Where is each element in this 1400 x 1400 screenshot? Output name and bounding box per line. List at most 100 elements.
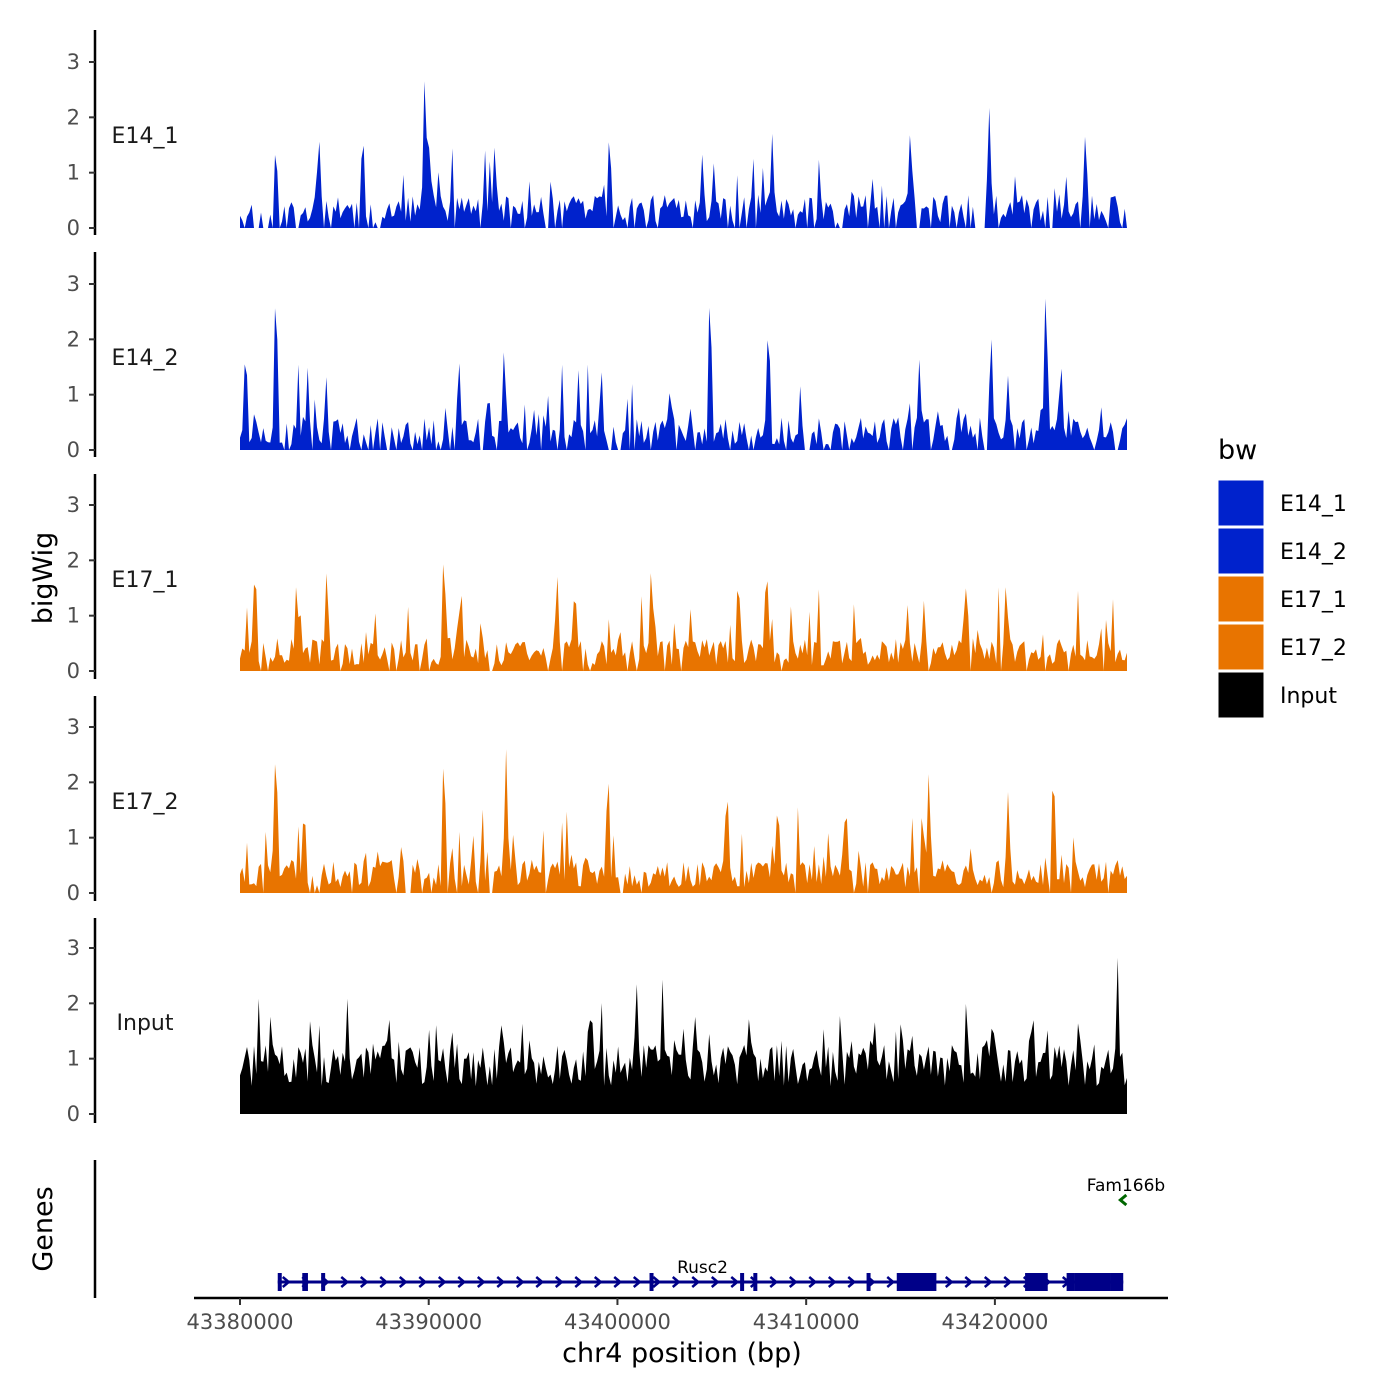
y-tick-label: 3 [67, 936, 80, 960]
strand-arrow [379, 1276, 389, 1288]
strand-arrow [535, 1276, 545, 1288]
y-tick-label: 1 [67, 1047, 80, 1071]
y-tick-label: 3 [67, 272, 80, 296]
legend-swatch-Input [1217, 671, 1265, 719]
strand-arrow [983, 1276, 993, 1288]
strand-arrow [691, 1276, 701, 1288]
x-tick-label: 43380000 [187, 1310, 294, 1334]
x-axis: 43380000 43390000 43400000 43410000 43420000 [187, 1296, 1168, 1334]
strand-arrow [554, 1276, 564, 1288]
genes-track: Genes Rusc2 Fam166b [28, 1160, 1165, 1298]
exon [896, 1273, 937, 1291]
facet-panels: 0 1 2 3 E14_1 0 1 2 3 E14_2 0 1 2 3 E17_1 0 1 2 3 E17_2 0 1 2 3… [67, 30, 1127, 1126]
series-area-E17_2 [240, 749, 1127, 893]
strand-arrow [359, 1276, 369, 1288]
x-tick-label: 43400000 [564, 1310, 671, 1334]
strand-arrow [613, 1276, 623, 1288]
y-tick-label: 2 [67, 105, 80, 129]
legend: bw E14_1 E14_2 E17_1 E17_2 Input [1217, 435, 1347, 719]
strand-arrow [457, 1276, 467, 1288]
gene-Fam166b: Fam166b [1087, 1176, 1165, 1207]
exon [866, 1273, 871, 1291]
strand-arrow [808, 1276, 818, 1288]
x-axis-title: chr4 position (bp) [562, 1338, 802, 1369]
y-tick-label: 3 [67, 715, 80, 739]
legend-label-Input: Input [1280, 684, 1337, 709]
legend-swatch-E17_2 [1217, 623, 1265, 671]
legend-label-E14_1: E14_1 [1280, 492, 1347, 517]
strand-arrow [340, 1276, 350, 1288]
y-tick-label: 1 [67, 383, 80, 407]
strand-arrow [398, 1276, 408, 1288]
strand-arrow [593, 1276, 603, 1288]
genes-track-label: Genes [28, 1186, 59, 1271]
strand-arrow [437, 1276, 447, 1288]
x-tick-label: 43420000 [941, 1310, 1048, 1334]
series-area-E14_2 [240, 298, 1127, 450]
y-tick-label: 0 [67, 1102, 80, 1126]
strand-arrow [886, 1276, 896, 1288]
strand-arrow [496, 1276, 506, 1288]
y-tick-label: 0 [67, 881, 80, 905]
facet-label: E17_1 [112, 568, 179, 593]
y-tick-label: 1 [67, 604, 80, 628]
series-area-E17_1 [240, 564, 1127, 671]
strand-arrow [1117, 1193, 1128, 1207]
gene-Rusc2: Rusc2 [277, 1258, 1124, 1291]
y-tick-label: 0 [67, 438, 80, 462]
y-tick-label: 2 [67, 548, 80, 572]
exon [1025, 1273, 1048, 1291]
exon [321, 1273, 326, 1291]
strand-arrow [827, 1276, 837, 1288]
facet-E14_2: 0 1 2 3 E14_2 [67, 252, 1127, 462]
strand-arrow [710, 1276, 720, 1288]
facet-E17_1: 0 1 2 3 E17_1 [67, 474, 1127, 683]
strand-arrow [574, 1276, 584, 1288]
x-tick-label: 43410000 [753, 1310, 860, 1334]
y-tick-label: 1 [67, 161, 80, 185]
legend-label-E17_1: E17_1 [1280, 588, 1347, 613]
strand-arrow [652, 1276, 662, 1288]
strand-arrow [788, 1276, 798, 1288]
y-tick-label: 3 [67, 493, 80, 517]
facet-E14_1: 0 1 2 3 E14_1 [67, 30, 1127, 240]
strand-arrow [515, 1276, 525, 1288]
legend-label-E14_2: E14_2 [1280, 540, 1347, 565]
exon [1070, 1273, 1075, 1291]
facet-Input: 0 1 2 3 Input [67, 918, 1127, 1126]
strand-arrow [281, 1276, 291, 1288]
gene-name: Fam166b [1087, 1176, 1165, 1196]
y-tick-label: 2 [67, 770, 80, 794]
x-tick-label: 43390000 [375, 1310, 482, 1334]
y-axis-title: bigWig [28, 532, 59, 625]
strand-arrow [730, 1276, 740, 1288]
facet-label: E14_2 [112, 346, 179, 371]
y-tick-label: 0 [67, 216, 80, 240]
series-area-Input [240, 957, 1127, 1114]
exon [649, 1273, 654, 1291]
exon [740, 1273, 745, 1291]
legend-title: bw [1218, 435, 1257, 466]
facet-label: E14_1 [112, 124, 179, 149]
strand-arrow [847, 1276, 857, 1288]
y-tick-label: 2 [67, 327, 80, 351]
legend-swatch-E14_1 [1217, 479, 1265, 527]
exon [753, 1273, 758, 1291]
strand-arrow [632, 1276, 642, 1288]
strand-arrow [1003, 1276, 1013, 1288]
y-tick-label: 0 [67, 659, 80, 683]
exon [277, 1273, 282, 1291]
y-tick-label: 3 [67, 50, 80, 74]
legend-swatch-E14_2 [1217, 527, 1265, 575]
strand-arrow [418, 1276, 428, 1288]
legend-label-E17_2: E17_2 [1280, 636, 1347, 661]
gene-name: Rusc2 [677, 1258, 728, 1278]
strand-arrow [964, 1276, 974, 1288]
exon [1110, 1273, 1124, 1291]
exon [1074, 1273, 1111, 1291]
strand-arrow [476, 1276, 486, 1288]
y-tick-label: 2 [67, 991, 80, 1015]
facet-E17_2: 0 1 2 3 E17_2 [67, 696, 1127, 905]
legend-swatch-E17_1 [1217, 575, 1265, 623]
